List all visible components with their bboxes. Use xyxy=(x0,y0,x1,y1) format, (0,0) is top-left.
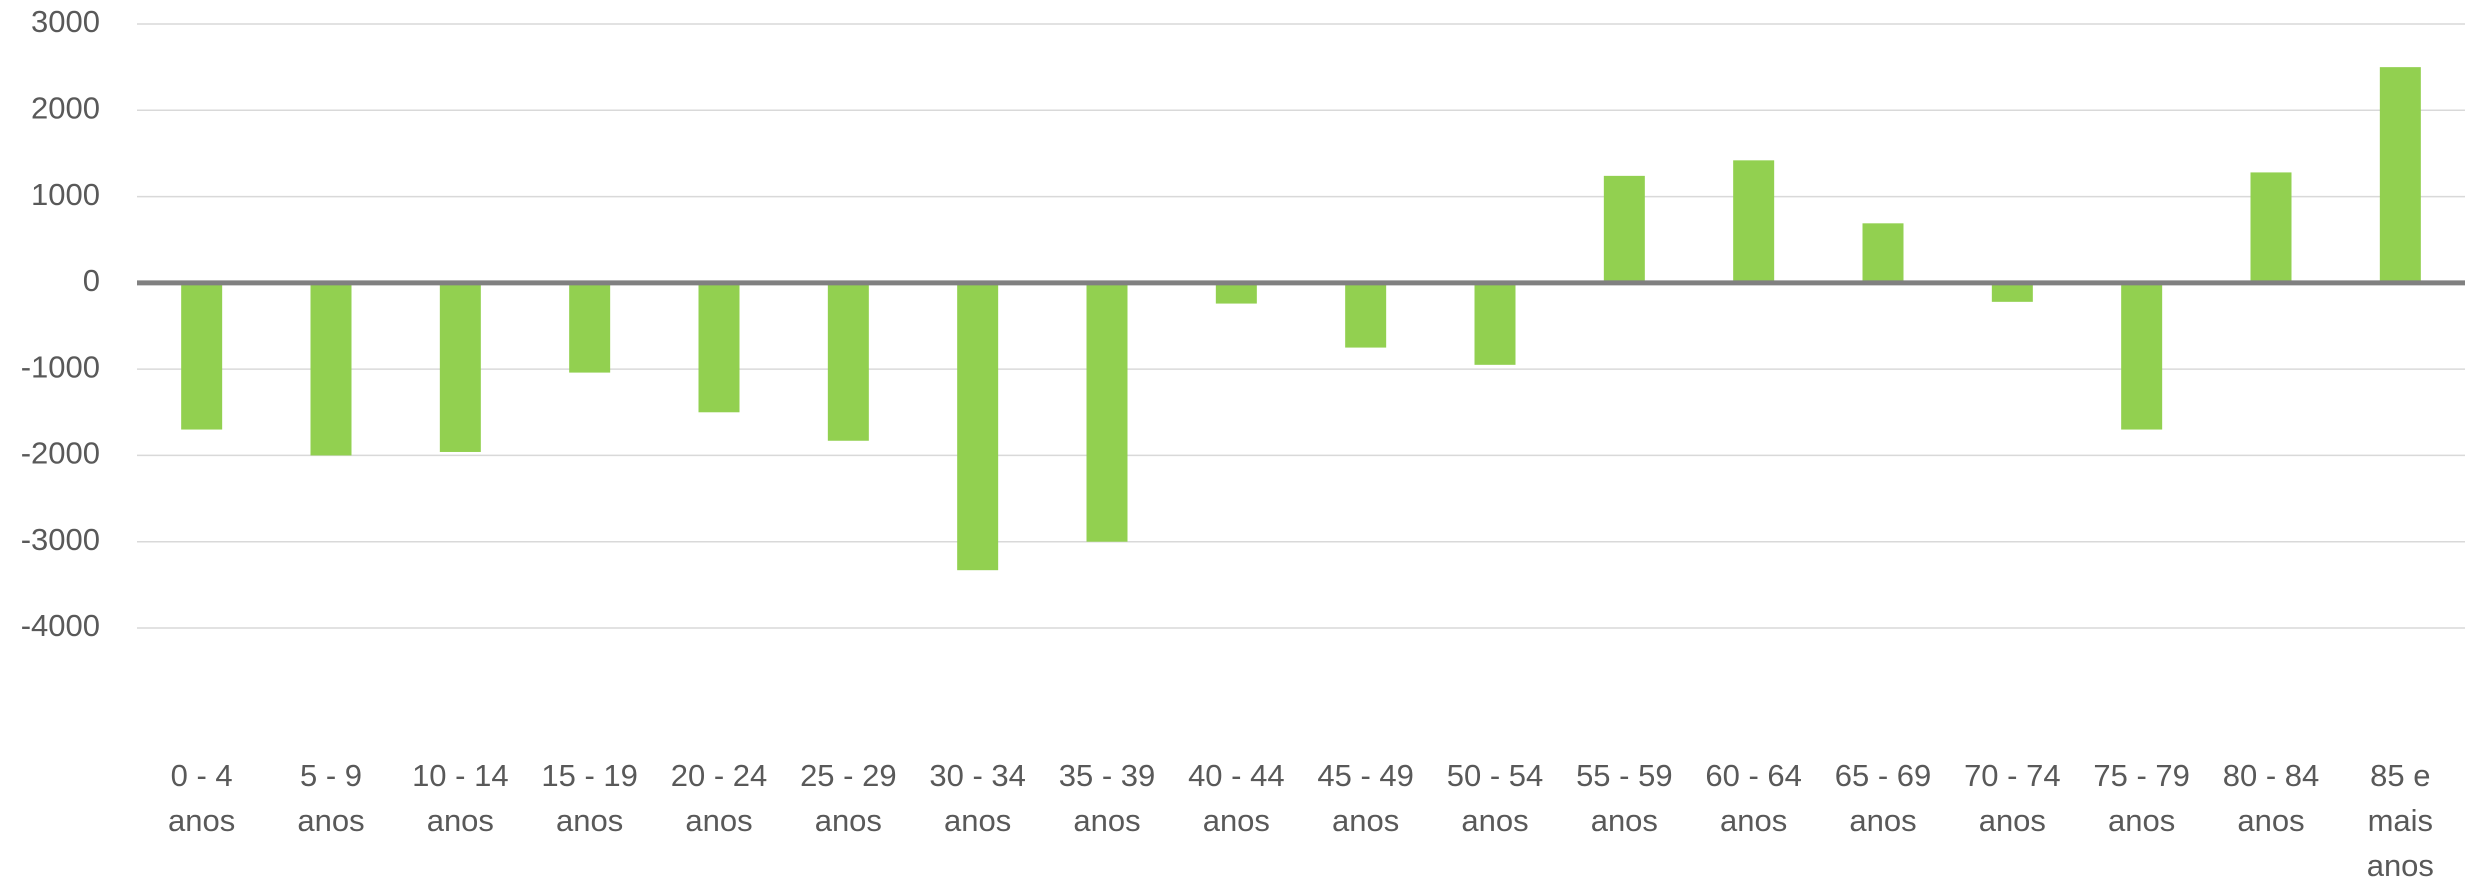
x-tick-label-line: 70 - 74 xyxy=(1964,758,2061,793)
x-tick-label-line: mais xyxy=(2368,803,2433,838)
x-tick-label: 85 e mais anos xyxy=(2367,758,2434,883)
x-tick-label-line: anos xyxy=(1720,803,1787,838)
x-tick-label-line: anos xyxy=(944,803,1011,838)
bar xyxy=(1862,223,1904,283)
x-tick-label-line: 40 - 44 xyxy=(1188,758,1285,793)
y-tick-label: 1000 xyxy=(31,177,100,212)
x-tick-label-line: anos xyxy=(1203,803,1270,838)
x-tick-label-line: 65 - 69 xyxy=(1835,758,1932,793)
x-tick-label-line: anos xyxy=(2237,803,2304,838)
x-tick-label-line: 55 - 59 xyxy=(1576,758,1673,793)
y-tick-label: -3000 xyxy=(21,522,100,557)
bar xyxy=(310,282,352,456)
x-tick-label-line: anos xyxy=(168,803,235,838)
x-tick-label: 50 - 54 anos xyxy=(1447,758,1544,838)
x-tick-label: 65 - 69 anos xyxy=(1835,758,1932,838)
x-tick-label-line: 0 - 4 xyxy=(171,758,233,793)
bar xyxy=(827,282,869,441)
y-tick-label: -2000 xyxy=(21,436,100,471)
x-tick-label: 70 - 74 anos xyxy=(1964,758,2061,838)
bar xyxy=(2250,172,2292,283)
bar xyxy=(1991,282,2033,302)
x-tick-label-line: anos xyxy=(2367,848,2434,883)
y-tick-label: 3000 xyxy=(31,4,100,39)
bar xyxy=(1086,282,1128,542)
bar xyxy=(2121,282,2163,430)
x-tick-label: 75 - 79 anos xyxy=(2093,758,2190,838)
x-tick-label: 0 - 4 anos xyxy=(168,758,235,838)
x-tick-label-line: 5 - 9 xyxy=(300,758,362,793)
x-tick-label-line: anos xyxy=(1073,803,1140,838)
x-tick-label-line: anos xyxy=(2108,803,2175,838)
x-tick-label-line: anos xyxy=(1332,803,1399,838)
x-tick-label-line: 35 - 39 xyxy=(1059,758,1156,793)
bar xyxy=(1345,282,1387,348)
x-tick-label-line: anos xyxy=(1979,803,2046,838)
x-tick-label: 20 - 24 anos xyxy=(671,758,768,838)
x-tick-label-line: 85 e xyxy=(2370,758,2430,793)
x-tick-label-line: 75 - 79 xyxy=(2093,758,2190,793)
bar xyxy=(181,282,223,430)
x-tick-label: 25 - 29 anos xyxy=(800,758,897,838)
bar xyxy=(569,282,611,373)
y-tick-label: 2000 xyxy=(31,90,100,125)
x-tick-label-line: 60 - 64 xyxy=(1705,758,1802,793)
y-tick-label: -4000 xyxy=(21,608,100,643)
x-tick-label: 10 - 14 anos xyxy=(412,758,509,838)
bar xyxy=(1474,282,1516,365)
bar xyxy=(1603,175,1645,283)
x-tick-label-line: 45 - 49 xyxy=(1317,758,1414,793)
x-tick-label-line: anos xyxy=(1591,803,1658,838)
x-tick-label-line: anos xyxy=(1461,803,1528,838)
x-tick-label-line: 25 - 29 xyxy=(800,758,897,793)
x-tick-label: 55 - 59 anos xyxy=(1576,758,1673,838)
x-tick-label: 5 - 9 anos xyxy=(297,758,364,838)
x-tick-label: 45 - 49 anos xyxy=(1317,758,1414,838)
bar xyxy=(439,282,481,452)
x-tick-label-line: 15 - 19 xyxy=(541,758,638,793)
x-tick-label-line: anos xyxy=(685,803,752,838)
x-tick-label: 35 - 39 anos xyxy=(1059,758,1156,838)
bar xyxy=(1215,282,1257,304)
x-tick-label: 80 - 84 anos xyxy=(2223,758,2320,838)
y-tick-label: -1000 xyxy=(21,349,100,384)
bar xyxy=(1733,160,1775,283)
x-tick-label: 15 - 19 anos xyxy=(541,758,638,838)
x-tick-label-line: anos xyxy=(556,803,623,838)
x-tick-label-line: 80 - 84 xyxy=(2223,758,2320,793)
x-tick-label: 30 - 34 anos xyxy=(929,758,1026,838)
y-tick-label: 0 xyxy=(83,263,100,298)
x-tick-label-line: 10 - 14 xyxy=(412,758,509,793)
x-tick-label-line: anos xyxy=(427,803,494,838)
bar xyxy=(2379,67,2421,283)
x-tick-label-line: anos xyxy=(1849,803,1916,838)
x-tick-label-line: 20 - 24 xyxy=(671,758,768,793)
x-tick-label-line: anos xyxy=(815,803,882,838)
x-tick-label-line: anos xyxy=(297,803,364,838)
x-tick-label: 40 - 44 anos xyxy=(1188,758,1285,838)
x-tick-label-line: 30 - 34 xyxy=(929,758,1026,793)
x-tick-label: 60 - 64 anos xyxy=(1705,758,1802,838)
bar xyxy=(698,282,740,413)
bar xyxy=(957,282,999,571)
x-tick-label-line: 50 - 54 xyxy=(1447,758,1544,793)
